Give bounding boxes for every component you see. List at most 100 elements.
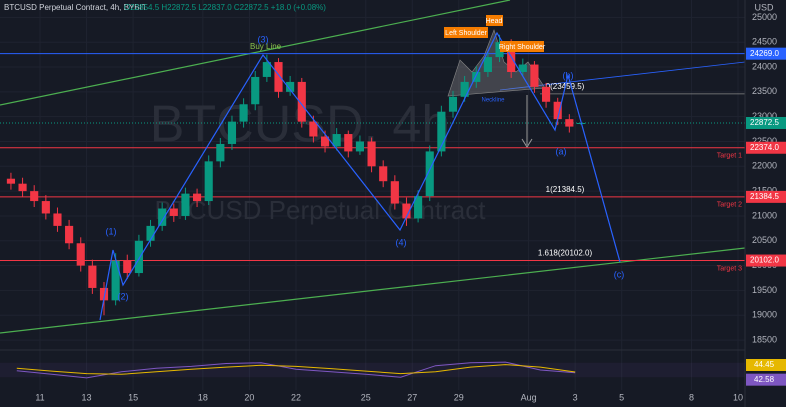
- right-shoulder-label: Right Shoulder: [499, 44, 546, 51]
- candle-body: [553, 101, 562, 120]
- target-label: Target 3: [717, 265, 742, 272]
- candle-body: [437, 111, 446, 152]
- fib-label: 1.618(20102.0): [538, 249, 593, 258]
- x-tick-label: 18: [198, 392, 208, 402]
- y-tick-label: 22500: [752, 136, 777, 146]
- candle-body: [134, 240, 143, 274]
- watermark-sub: BTCUSD Perpetual Contract: [155, 195, 487, 225]
- price-axis-bg: [745, 0, 786, 407]
- y-tick-label: 25000: [752, 12, 777, 22]
- target-label: Target 1: [717, 153, 742, 160]
- candles: [6, 34, 586, 316]
- candle-body: [309, 121, 318, 137]
- x-tick-label: Aug: [521, 392, 537, 402]
- x-tick-label: 10: [733, 392, 743, 402]
- axis: 1850019000195002000020500210002150022000…: [35, 12, 786, 402]
- candle-body: [425, 151, 434, 197]
- neckline-label: Neckline: [481, 98, 505, 104]
- label-box: [444, 27, 488, 38]
- candle-body: [297, 81, 306, 122]
- wave-label: (c): [614, 269, 625, 279]
- candle-body: [53, 213, 62, 226]
- candle-body: [239, 104, 248, 122]
- x-tick-label: 25: [361, 392, 371, 402]
- candle-body: [169, 208, 178, 216]
- candle-body: [495, 42, 504, 58]
- x-tick-label: 11: [35, 392, 44, 402]
- candle-body: [192, 193, 202, 202]
- y-tick-label: 18500: [752, 334, 777, 344]
- channel-bottom: [0, 247, 746, 334]
- channel-top: [0, 0, 511, 106]
- candle-body: [355, 141, 365, 152]
- candle-body: [530, 64, 539, 87]
- y-axis-label: USD: [754, 2, 774, 12]
- x-tick-label: 22: [291, 392, 301, 402]
- last-price-label: 22872.5: [750, 118, 779, 127]
- y-tick-label: 19000: [752, 310, 777, 320]
- candle-body: [367, 141, 376, 167]
- candle-body: [320, 136, 330, 147]
- candle-body: [414, 196, 423, 219]
- y-tick-label: 21000: [752, 210, 777, 220]
- candle-body: [18, 183, 27, 192]
- candle-body: [123, 260, 132, 274]
- buy-line-label: Buy Line: [250, 42, 282, 51]
- candle-body: [227, 121, 237, 144]
- candle-body: [518, 64, 527, 72]
- label-box: [500, 41, 544, 52]
- candle-body: [390, 181, 399, 204]
- osc-value-box: [746, 373, 786, 386]
- candle-body: [286, 81, 295, 92]
- osc-value-box: [746, 358, 786, 371]
- x-tick-label: 13: [82, 392, 92, 402]
- candle-body: [158, 208, 167, 226]
- candle-body: [565, 119, 574, 127]
- y-tick-label: 24500: [752, 37, 777, 47]
- wave-label: (3): [258, 34, 269, 44]
- chart-title: BTCUSD Perpetual Contract, 4h, BYBIT: [4, 3, 147, 12]
- candle-body: [99, 287, 109, 301]
- target-label: Target 2: [717, 202, 742, 209]
- candle-body: [262, 62, 271, 77]
- osc-value-label: 44.45: [754, 360, 775, 369]
- candle-body: [216, 143, 225, 162]
- candle-body: [344, 134, 353, 152]
- ohlc-label: O22854.5 H22872.5 L22837.0 C22872.5 +18.…: [124, 3, 326, 12]
- grid: [0, 0, 745, 390]
- x-tick-label: 29: [454, 392, 464, 402]
- wave-label: (4): [396, 237, 407, 247]
- wave-label: (2): [118, 291, 129, 301]
- level-box: [746, 190, 786, 203]
- x-tick-label: 5: [619, 392, 624, 402]
- x-tick-label: 3: [573, 392, 578, 402]
- y-tick-label: 23000: [752, 111, 777, 121]
- candle-body: [402, 203, 411, 219]
- candle-body: [30, 191, 39, 202]
- x-tick-label: 15: [128, 392, 138, 402]
- candle-body: [251, 76, 260, 105]
- osc-line: [16, 364, 576, 375]
- candle-body: [204, 161, 213, 202]
- candle-body: [472, 71, 481, 82]
- y-tick-label: 24000: [752, 61, 777, 71]
- wave-line: [99, 31, 621, 321]
- last-price-box: [746, 116, 786, 129]
- level-label: 22374.0: [750, 143, 779, 152]
- y-tick-label: 21500: [752, 186, 777, 196]
- wave-label: (a): [556, 146, 567, 156]
- head-label: Head: [486, 18, 503, 25]
- y-tick-label: 23500: [752, 86, 777, 96]
- candle-body: [65, 225, 74, 244]
- level-box: [746, 254, 786, 267]
- fib-label: 1(21384.5): [546, 185, 585, 194]
- left-shoulder-label: Left Shoulder: [445, 30, 487, 37]
- candle-body: [88, 265, 97, 288]
- y-tick-label: 22000: [752, 161, 777, 171]
- candle-body: [146, 225, 155, 241]
- candle-body: [76, 243, 85, 266]
- candle-body: [541, 86, 551, 102]
- trendline: [499, 61, 746, 91]
